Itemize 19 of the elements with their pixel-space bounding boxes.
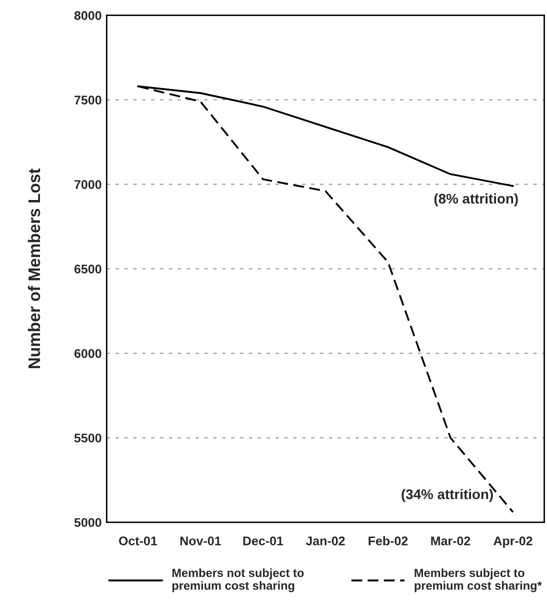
x-tick-label: Dec-01 (243, 536, 284, 546)
y-tick-label: 5500 (74, 434, 102, 442)
y-tick-label: 6000 (74, 349, 102, 358)
annotation: (34% attrition) (402, 488, 493, 502)
y-tick-label: 8000 (74, 11, 102, 20)
y-tick-label: 7500 (74, 96, 102, 104)
x-tick-label: Apr-02 (494, 536, 532, 548)
y-tick-label: 5000 (74, 518, 102, 527)
annotation: (8% attrition) (434, 193, 518, 206)
x-tick-label: Oct-01 (118, 536, 158, 546)
y-axis-title: Number of Members Lost (28, 168, 40, 368)
x-tick-label: Jan-02 (306, 536, 345, 546)
y-tick-label: 7000 (74, 180, 102, 189)
x-tick-label: Feb-02 (368, 536, 408, 546)
x-tick-label: Nov-01 (180, 536, 221, 546)
y-tick-label: 6500 (74, 264, 102, 274)
x-tick-label: Mar-02 (431, 536, 470, 546)
legend-label: Members subject to premium cost sharing* (414, 568, 542, 592)
legend-label: Members not subject to premium cost sharing (172, 568, 304, 592)
